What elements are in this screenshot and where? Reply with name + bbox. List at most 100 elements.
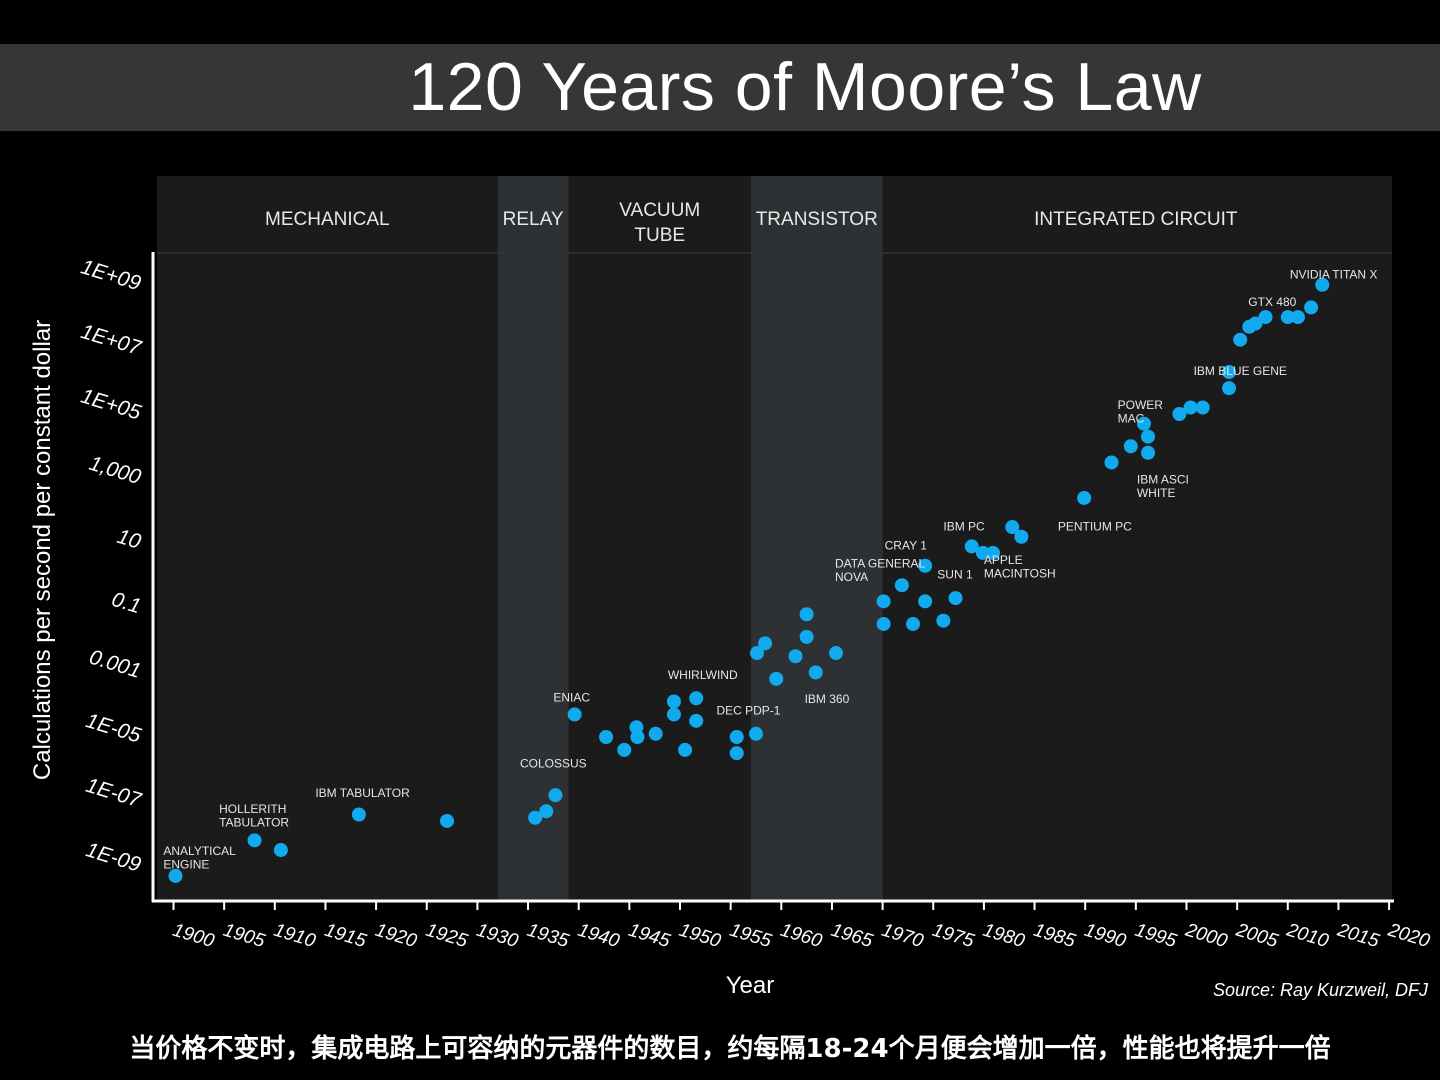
x-tick-label: 1915 [322,920,369,953]
point-annotation: CRAY 1 [885,539,928,553]
source-note: Source: Ray Kurzweil, DFJ [1213,980,1429,1000]
x-tick-label: 1980 [980,920,1027,953]
data-point [1183,400,1198,415]
data-point [876,616,891,631]
point-annotation: PENTIUM PC [1058,519,1132,533]
data-point [975,545,990,560]
era-label: TRANSISTOR [756,209,878,230]
data-point [539,804,554,819]
era-label: RELAY [503,209,564,230]
data-point [548,788,563,803]
x-tick-label: 1965 [828,920,875,953]
x-tick-label: 1985 [1031,920,1078,953]
point-annotation: IBM 360 [805,692,850,706]
data-point [986,545,1001,560]
y-tick-label: 1E-09 [83,838,144,876]
era-band [750,176,883,900]
x-axis-title: Year [726,972,775,999]
page-title: 120 Years of Moore’s Law [408,49,1202,125]
y-tick-label: 1E+05 [78,385,144,425]
data-point [936,613,951,628]
title-band [0,44,1440,131]
x-tick-label: 1930 [474,920,521,953]
point-annotation: DEC PDP-1 [716,703,780,717]
data-point [630,730,645,744]
point-annotation: NVIDIA TITAN X [1290,267,1378,281]
data-point [1248,316,1263,331]
point-annotation: COLOSSUS [520,757,587,771]
era-label: MECHANICAL [265,209,390,230]
data-point [729,730,744,744]
x-tick-label: 1940 [575,920,622,953]
x-tick-label: 1995 [1132,920,1179,953]
data-point [748,726,763,741]
data-point [528,810,543,825]
data-point [168,868,183,883]
y-tick-label: 1E-05 [83,709,144,747]
point-annotation: IBM TABULATOR [315,786,410,800]
data-point [273,843,288,858]
point-annotation: IBM PC [943,519,985,533]
point-annotation: HOLLERITH TABULATOR [219,802,289,830]
data-point [964,539,979,554]
y-tick-label: 1E-07 [83,774,145,813]
data-point [617,742,632,757]
x-tick-label: 1935 [525,920,572,953]
data-point [799,629,814,644]
data-point [247,833,262,848]
data-point [749,646,764,661]
data-point [1195,400,1210,415]
data-point [758,636,773,651]
data-point [689,713,704,728]
data-point [788,649,803,664]
point-annotation: POWER MAC [1118,398,1164,426]
x-tick-label: 1905 [221,920,268,953]
point-annotation: DATA GENERAL NOVA [835,556,926,584]
data-point [1136,416,1151,431]
data-point [808,665,823,680]
x-tick-label: 2000 [1182,919,1230,952]
data-point [1222,365,1237,380]
y-tick-label: 1E+09 [78,255,144,295]
x-tick-label: 1925 [423,920,470,953]
x-tick-label: 1945 [626,920,673,953]
x-tick-label: 1910 [271,920,318,953]
point-annotation: IBM BLUE GENE [1194,364,1287,378]
point-annotation: WHIRLWIND [668,668,738,682]
point-annotation: GTX 480 [1248,295,1296,309]
data-point [666,707,681,722]
x-tick-label: 1975 [930,920,977,953]
data-point [1104,455,1119,470]
x-tick-label: 2005 [1233,919,1281,952]
y-tick-label: 1E+07 [78,320,145,360]
moores-law-chart: MECHANICAL RELAY VACUUM TUBE TRANSISTOR INTEG… [29,176,1433,1000]
x-tick-label: 1950 [677,920,724,953]
data-point [769,671,784,686]
data-point [1315,277,1330,292]
point-annotation: APPLE MACINTOSH [984,553,1056,581]
data-point [599,730,614,744]
y-axis-title: Calculations per second per constant dol… [29,320,56,780]
data-point [729,746,744,761]
data-point [351,807,366,822]
data-point [1123,439,1138,454]
data-point [1304,300,1319,315]
x-tick-label: 1955 [727,920,774,953]
data-point [829,646,844,661]
x-tick-label: 2020 [1385,919,1433,952]
data-point [1014,529,1029,544]
data-point [876,594,891,609]
data-point [948,591,963,606]
y-tick-label: 1,000 [87,452,144,489]
x-tick-label: 1960 [778,920,825,953]
era-label: VACUUM TUBE [619,200,700,246]
data-point [1005,520,1020,535]
point-annotation: SUN 1 [937,568,973,582]
x-tick-label: 2010 [1283,919,1331,952]
data-point [1280,310,1295,325]
data-point [905,616,920,631]
data-point [1222,381,1237,396]
era-band [497,176,569,900]
point-annotation: IBM ASCI WHITE [1137,472,1189,500]
data-point [666,694,681,709]
